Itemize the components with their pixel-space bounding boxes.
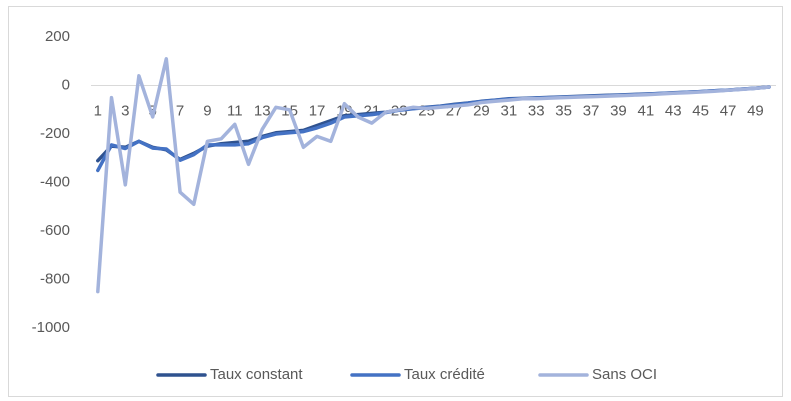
- x-tick-label: 17: [309, 102, 326, 119]
- x-tick-label: 7: [176, 102, 184, 119]
- legend-label: Taux crédité: [404, 366, 485, 383]
- x-tick-label: 45: [692, 102, 709, 119]
- x-tick-label: 33: [528, 102, 545, 119]
- x-tick-label: 43: [665, 102, 682, 119]
- y-tick-label: 200: [45, 28, 70, 45]
- x-tick-label: 49: [747, 102, 764, 119]
- y-tick-label: -800: [40, 270, 70, 287]
- x-tick-label: 31: [501, 102, 518, 119]
- x-tick-label: 29: [473, 102, 490, 119]
- x-tick-label: 9: [203, 102, 211, 119]
- y-tick-label: -1000: [32, 319, 70, 336]
- x-tick-label: 41: [638, 102, 655, 119]
- chart-border: [8, 6, 783, 397]
- x-tick-label: 39: [610, 102, 627, 119]
- legend-label: Taux constant: [210, 366, 303, 383]
- legend-label: Sans OCI: [592, 366, 657, 383]
- x-tick-label: 13: [254, 102, 271, 119]
- y-tick-label: -400: [40, 173, 70, 190]
- x-tick-label: 11: [227, 102, 243, 119]
- x-tick-label: 25: [418, 102, 435, 119]
- line-series: [96, 57, 771, 294]
- x-tick-label: 37: [583, 102, 600, 119]
- y-tick-label: 0: [62, 76, 70, 93]
- y-tick-label: -600: [40, 222, 70, 239]
- x-tick-label: 1: [94, 102, 102, 119]
- x-tick-label: 47: [720, 102, 737, 119]
- x-tick-label: 3: [121, 102, 129, 119]
- x-tick-label: 35: [555, 102, 572, 119]
- y-tick-label: -200: [40, 125, 70, 142]
